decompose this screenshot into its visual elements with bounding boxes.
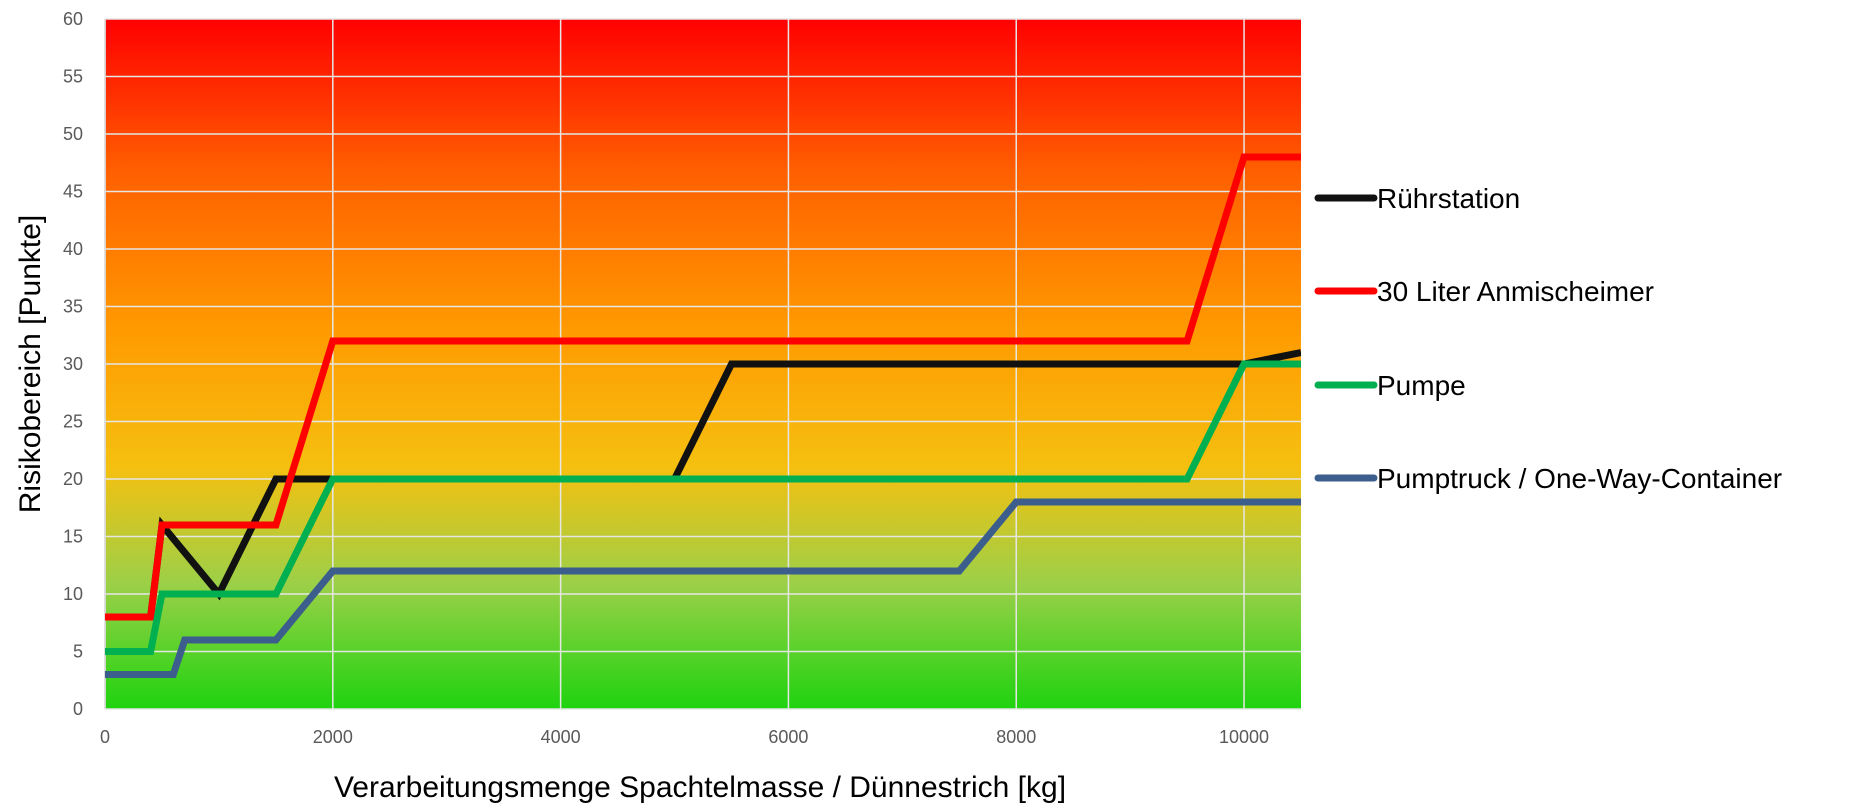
- legend-label: Rührstation: [1377, 183, 1520, 214]
- series-line-3: [105, 360, 1301, 655]
- y-tick-label: 15: [63, 527, 83, 547]
- gridlines: [104, 18, 1301, 710]
- y-tick-label: 60: [63, 9, 83, 29]
- legend-label: 30 Liter Anmischeimer: [1377, 276, 1654, 307]
- y-tick-label: 5: [73, 642, 83, 662]
- legend-item: Pumptruck / One-Way-Container: [1314, 463, 1782, 494]
- x-axis-title: Verarbeitungsmenge Spachtelmasse / Dünne…: [334, 771, 1066, 804]
- y-tick-label: 55: [63, 67, 83, 87]
- y-tick-label: 10: [63, 584, 83, 604]
- y-axis-ticks: 0 5 10 15 20 25 30 35 40 45 50 55 60: [63, 9, 83, 719]
- legend-item: 30 Liter Anmischeimer: [1314, 276, 1654, 307]
- y-tick-label: 25: [63, 412, 83, 432]
- legend-item: Rührstation: [1314, 183, 1520, 214]
- x-tick-label: 4000: [541, 727, 581, 747]
- legend-label: Pumpe: [1377, 370, 1466, 401]
- x-tick-label: 6000: [768, 727, 808, 747]
- x-tick-label: 10000: [1219, 727, 1269, 747]
- legend-item: Pumpe: [1314, 370, 1466, 401]
- x-tick-label: 2000: [313, 727, 353, 747]
- x-tick-label: 8000: [996, 727, 1036, 747]
- series-line-4: [105, 498, 1301, 678]
- legend: Rührstation 30 Liter Anmischeimer Pumpe Pum…: [1314, 183, 1782, 494]
- x-tick-label: 0: [100, 727, 110, 747]
- y-tick-label: 35: [63, 297, 83, 317]
- y-tick-label: 20: [63, 469, 83, 489]
- legend-label: Pumptruck / One-Way-Container: [1377, 463, 1782, 494]
- y-axis-title: Risikobereich [Punkte]: [14, 215, 47, 513]
- x-axis-ticks: 0 2000 4000 6000 8000 10000: [100, 727, 1269, 747]
- series-lines: [105, 153, 1301, 678]
- y-tick-label: 50: [63, 124, 83, 144]
- y-tick-label: 0: [73, 699, 83, 719]
- y-tick-label: 30: [63, 354, 83, 374]
- y-tick-label: 45: [63, 182, 83, 202]
- y-tick-label: 40: [63, 239, 83, 259]
- series-line-2: [105, 153, 1301, 621]
